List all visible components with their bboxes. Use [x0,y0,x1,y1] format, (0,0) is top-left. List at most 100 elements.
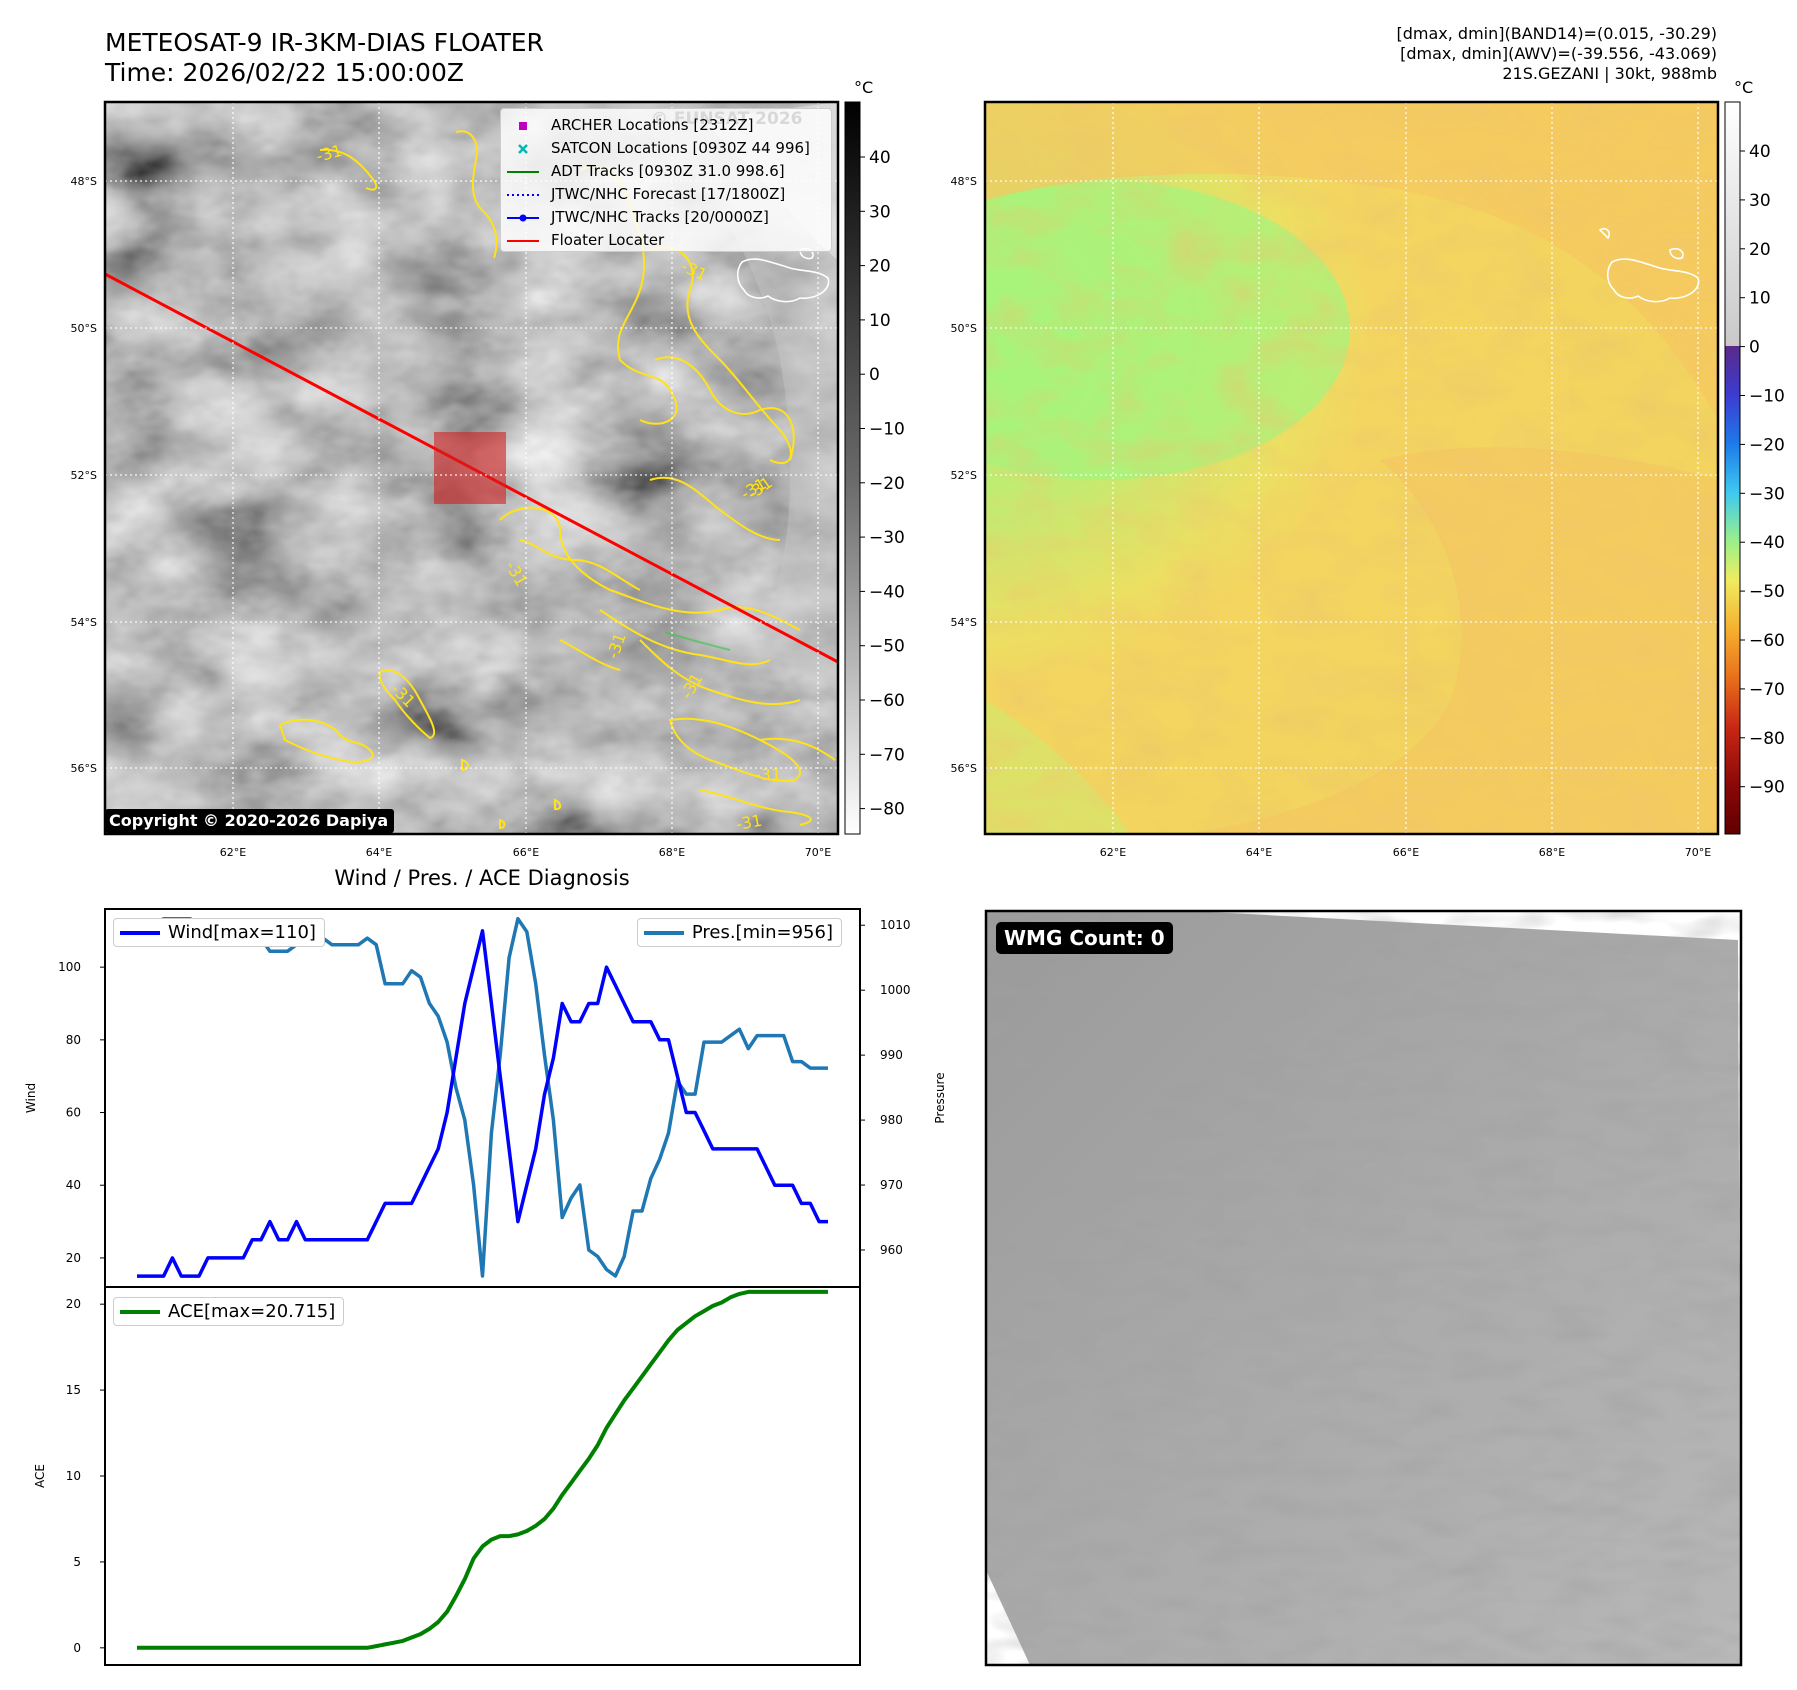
pressure-tick-label: 1000 [880,983,911,997]
awv-minmax: [dmax, dmin](AWV)=(-39.556, -43.069) [1400,44,1717,63]
wind-legend-swatch [120,931,160,935]
legend-swatch [507,214,539,221]
legend-swatch [507,239,539,242]
legend-swatch [507,193,539,196]
wind-legend: Wind[max=110] [113,918,325,947]
wmg-imagery [986,911,1741,1665]
wind-tick-label: 80 [66,1033,81,1047]
wmg-count-text: WMG Count: 0 [1004,926,1165,950]
lon-label: 70°E [1685,846,1711,859]
ace-series-line [137,1289,828,1650]
colorbar-tick-label: −70 [1749,680,1785,700]
band-minmax: [dmax, dmin](BAND14)=(0.015, -30.29) [1396,24,1718,43]
copyright-badge: Copyright © 2020-2026 Dapiya [105,809,395,833]
figure-title: METEOSAT-9 IR-3KM-DIAS FLOATER [105,28,544,57]
legend-label: JTWC/NHC Forecast [17/1800Z] [551,185,786,203]
wv-texture [985,102,1718,834]
wind-tick-label: 60 [66,1106,81,1120]
colorbar-tick-label: −20 [1749,435,1785,455]
legend-item: JTWC/NHC Forecast [17/1800Z] [507,184,785,204]
ace-tick-label: 10 [66,1469,81,1483]
legend-item: ADT Tracks [0930Z 31.0 998.6] [507,161,785,181]
wind-series-line [137,929,828,1278]
ir-colorbar-unit: °C [854,78,874,97]
map-legend: © FUNSAT 2026 ARCHER Locations [2312Z] SA… [500,108,832,252]
lat-label: 54°S [71,616,97,629]
pressure-legend-label: Pres.[min=956] [691,922,833,943]
chart-title: Wind / Pres. / ACE Diagnosis [334,866,630,890]
legend-label: ARCHER Locations [2312Z] [551,116,754,134]
colorbar-tick-label: −70 [869,745,905,765]
colorbar-tick-label: −30 [1749,484,1785,504]
colorbar-tick-label: −10 [1749,387,1785,407]
figure-time: Time: 2026/02/22 15:00:00Z [105,58,464,87]
legend-item: Floater Locater [507,230,664,250]
colorbar-tick-label: −30 [869,528,905,548]
colorbar-tick-label: 40 [1749,142,1771,162]
lat-label: 52°S [71,469,97,482]
wv-map-frame [983,100,1720,836]
lon-label: 70°E [805,846,831,859]
contour-label: -31 [734,811,763,834]
wind-pressure-chart: 20 40 60 80 100 960 970 980 990 1000 1010 [58,908,911,1288]
coastline [1598,227,1700,303]
ace-axis-label: ACE [33,1464,47,1488]
legend-swatch [507,170,539,173]
lon-label: 68°E [1539,846,1565,859]
colorbar-tick-label: −80 [1749,729,1785,749]
funsat-watermark: © FUNSAT 2026 [651,109,803,129]
colorbar-tick-label: 40 [869,148,891,168]
colorbar-tick-label: −90 [1749,778,1785,798]
pressure-tick-label: 990 [880,1048,903,1062]
ace-chart: 0 5 10 15 20 [66,1286,861,1666]
wv-map-panel [983,100,1720,836]
pressure-axis-label: Pressure [933,1072,947,1124]
lon-label: 66°E [1393,846,1419,859]
ace-tick-label: 5 [73,1555,81,1569]
pressure-tick-label: 1010 [880,918,911,932]
lon-label: 64°E [366,846,392,859]
lat-label: 48°S [951,175,977,188]
legend-label: ADT Tracks [0930Z 31.0 998.6] [551,162,785,180]
lat-label: 52°S [951,469,977,482]
lat-label: 56°S [71,762,97,775]
wv-colorbar [1724,101,1741,835]
ir-colorbar-ticks: 40 30 20 10 0 −10 −20 −30 −40 −50 −60 −70 −80 [860,148,905,820]
colorbar-tick-label: −80 [869,800,905,820]
colorbar-tick-label: 0 [1749,338,1760,358]
ace-tick-label: 20 [66,1297,81,1311]
ir-colorbar [844,101,861,835]
contour-lines [278,130,836,830]
legend-label: Floater Locater [551,231,665,249]
lat-label: 50°S [951,322,977,335]
colorbar-tick-label: −40 [869,582,905,602]
pressure-tick-label: 960 [880,1243,903,1257]
colorbar-tick-label: 20 [1749,240,1771,260]
pressure-tick-label: 980 [880,1113,903,1127]
wmg-frame [984,909,1743,1667]
wv-colorbar-unit: °C [1734,78,1754,97]
legend-item: SATCON Locations [0930Z 44 996] [507,138,810,158]
colorbar-tick-label: 0 [869,365,880,385]
pressure-legend: Pres.[min=956] [636,918,842,947]
legend-label: JTWC/NHC Tracks [20/0000Z] [551,208,769,226]
legend-swatch [519,121,527,130]
colorbar-tick-label: 30 [1749,191,1771,211]
lat-label: 56°S [951,762,977,775]
map-gridlines [985,102,1718,834]
colorbar-tick-label: −50 [1749,582,1785,602]
colorbar-tick-label: 30 [869,202,891,222]
storm-info: 21S.GEZANI | 30kt, 988mb [1502,64,1717,83]
copyright-text: Copyright © 2020-2026 Dapiya [109,811,389,830]
map-axis-labels: 48°S 48°S 50°S 50°S 52°S 52°S 54°S 54°S 56°S 56°S… [71,175,1712,859]
contour-label: -31 [755,765,781,784]
colorbar-tick-label: −60 [869,691,905,711]
wv-colorbar-ticks: 40 30 20 10 0 −10 −20 −30 −40 −50 −60 −70 −80 −90 [1740,142,1785,798]
lat-label: 48°S [71,175,97,188]
lon-label: 68°E [659,846,685,859]
ace-legend: ACE[max=20.715] [113,1297,345,1326]
lon-label: 62°E [220,846,246,859]
colorbar-tick-label: 10 [1749,289,1771,309]
legend-item: JTWC/NHC Tracks [20/0000Z] [507,207,769,227]
legend-item: ARCHER Locations [2312Z] [507,115,754,135]
